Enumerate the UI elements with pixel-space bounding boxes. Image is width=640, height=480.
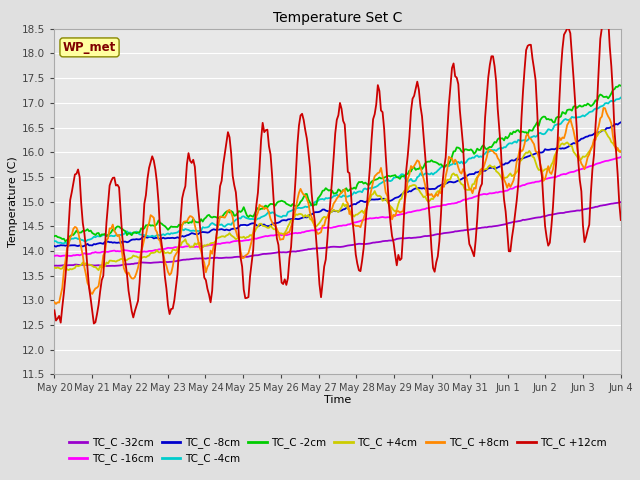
TC_C -8cm [51, 243, 58, 249]
TC_C -2cm [300, 194, 307, 200]
TC_C +8cm [587, 145, 595, 151]
TC_C -4cm [63, 241, 71, 247]
TC_C -2cm [250, 214, 257, 219]
TC_C -16cm [51, 253, 58, 259]
TC_C -2cm [122, 228, 129, 234]
TC_C -8cm [617, 120, 625, 125]
TC_C -4cm [240, 214, 248, 219]
TC_C +4cm [250, 230, 257, 236]
TC_C +12cm [90, 321, 98, 326]
TC_C -8cm [250, 220, 257, 226]
TC_C +12cm [122, 260, 129, 265]
Line: TC_C +12cm: TC_C +12cm [54, 7, 621, 324]
TC_C +12cm [587, 191, 595, 196]
TC_C -4cm [587, 109, 595, 115]
TC_C +4cm [300, 214, 307, 220]
TC_C +8cm [617, 149, 625, 155]
TC_C -32cm [300, 247, 307, 253]
TC_C -32cm [102, 263, 110, 269]
TC_C +8cm [221, 215, 228, 220]
TC_C -16cm [300, 229, 307, 235]
TC_C -2cm [221, 210, 228, 216]
X-axis label: Time: Time [324, 395, 351, 405]
TC_C +12cm [601, 4, 609, 10]
TC_C -8cm [240, 222, 248, 228]
TC_C -32cm [587, 205, 595, 211]
TC_C +4cm [122, 258, 129, 264]
TC_C -16cm [250, 236, 257, 241]
TC_C -16cm [617, 154, 625, 160]
TC_C -4cm [221, 224, 228, 229]
Title: Temperature Set C: Temperature Set C [273, 11, 403, 25]
TC_C -8cm [300, 215, 307, 220]
TC_C +4cm [240, 234, 248, 240]
TC_C -16cm [221, 240, 228, 246]
TC_C -2cm [616, 82, 623, 88]
TC_C +12cm [300, 117, 307, 123]
Y-axis label: Temperature (C): Temperature (C) [8, 156, 18, 247]
TC_C -4cm [51, 238, 58, 244]
TC_C -2cm [617, 83, 625, 89]
Text: WP_met: WP_met [63, 41, 116, 54]
TC_C +12cm [240, 287, 248, 292]
TC_C -4cm [300, 204, 307, 210]
TC_C -32cm [240, 254, 248, 260]
Line: TC_C -16cm: TC_C -16cm [54, 157, 621, 256]
TC_C -8cm [587, 132, 595, 138]
TC_C -2cm [51, 233, 58, 239]
Line: TC_C +8cm: TC_C +8cm [54, 108, 621, 304]
TC_C +4cm [587, 147, 595, 153]
TC_C +8cm [122, 269, 129, 275]
TC_C +4cm [95, 267, 102, 273]
TC_C -2cm [587, 103, 595, 109]
TC_C -4cm [122, 229, 129, 235]
TC_C -2cm [61, 239, 69, 244]
TC_C -32cm [122, 261, 129, 267]
TC_C +12cm [617, 217, 625, 223]
TC_C -32cm [221, 255, 228, 261]
TC_C +4cm [51, 264, 58, 270]
TC_C -4cm [617, 95, 625, 100]
TC_C +8cm [250, 229, 257, 235]
Line: TC_C -8cm: TC_C -8cm [54, 122, 621, 247]
TC_C -16cm [122, 248, 129, 253]
Line: TC_C +4cm: TC_C +4cm [54, 130, 621, 270]
Line: TC_C -4cm: TC_C -4cm [54, 97, 621, 244]
TC_C -8cm [52, 244, 60, 250]
TC_C -16cm [240, 238, 248, 243]
TC_C -8cm [221, 228, 228, 233]
Legend: TC_C -32cm, TC_C -16cm, TC_C -8cm, TC_C -4cm, TC_C -2cm, TC_C +4cm, TC_C +8cm, T: TC_C -32cm, TC_C -16cm, TC_C -8cm, TC_C … [65, 433, 611, 468]
Line: TC_C -2cm: TC_C -2cm [54, 85, 621, 241]
TC_C +8cm [52, 301, 60, 307]
TC_C -16cm [57, 253, 65, 259]
TC_C -16cm [587, 163, 595, 169]
TC_C +8cm [51, 300, 58, 305]
TC_C -32cm [250, 253, 257, 259]
TC_C +12cm [221, 151, 228, 156]
TC_C -32cm [617, 199, 625, 205]
Line: TC_C -32cm: TC_C -32cm [54, 202, 621, 266]
TC_C +8cm [600, 105, 607, 111]
TC_C -4cm [250, 216, 257, 222]
TC_C +4cm [221, 234, 228, 240]
TC_C +12cm [51, 307, 58, 313]
TC_C +8cm [240, 255, 248, 261]
TC_C +12cm [250, 247, 257, 253]
TC_C -8cm [122, 239, 129, 244]
TC_C +8cm [300, 192, 307, 198]
TC_C -32cm [51, 263, 58, 269]
TC_C +4cm [617, 148, 625, 154]
TC_C -2cm [240, 204, 248, 210]
TC_C +4cm [598, 127, 605, 133]
